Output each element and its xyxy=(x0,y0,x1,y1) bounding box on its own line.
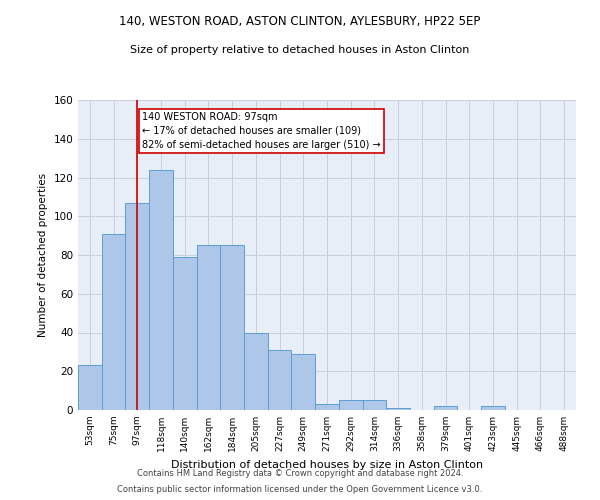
Text: 140 WESTON ROAD: 97sqm
← 17% of detached houses are smaller (109)
82% of semi-de: 140 WESTON ROAD: 97sqm ← 17% of detached… xyxy=(142,112,380,150)
Bar xyxy=(292,354,315,410)
Text: Contains public sector information licensed under the Open Government Licence v3: Contains public sector information licen… xyxy=(118,485,482,494)
Bar xyxy=(173,257,197,410)
Bar xyxy=(244,332,268,410)
Bar xyxy=(386,408,410,410)
Bar xyxy=(362,400,386,410)
Bar xyxy=(481,406,505,410)
Bar xyxy=(220,246,244,410)
Bar xyxy=(102,234,125,410)
Text: Size of property relative to detached houses in Aston Clinton: Size of property relative to detached ho… xyxy=(130,45,470,55)
Bar xyxy=(197,246,220,410)
Bar xyxy=(125,202,149,410)
Text: 140, WESTON ROAD, ASTON CLINTON, AYLESBURY, HP22 5EP: 140, WESTON ROAD, ASTON CLINTON, AYLESBU… xyxy=(119,15,481,28)
Bar xyxy=(268,350,292,410)
Bar xyxy=(78,366,102,410)
X-axis label: Distribution of detached houses by size in Aston Clinton: Distribution of detached houses by size … xyxy=(171,460,483,469)
Bar xyxy=(339,400,362,410)
Y-axis label: Number of detached properties: Number of detached properties xyxy=(38,173,48,337)
Bar xyxy=(149,170,173,410)
Bar xyxy=(434,406,457,410)
Bar xyxy=(315,404,339,410)
Text: Contains HM Land Registry data © Crown copyright and database right 2024.: Contains HM Land Registry data © Crown c… xyxy=(137,468,463,477)
